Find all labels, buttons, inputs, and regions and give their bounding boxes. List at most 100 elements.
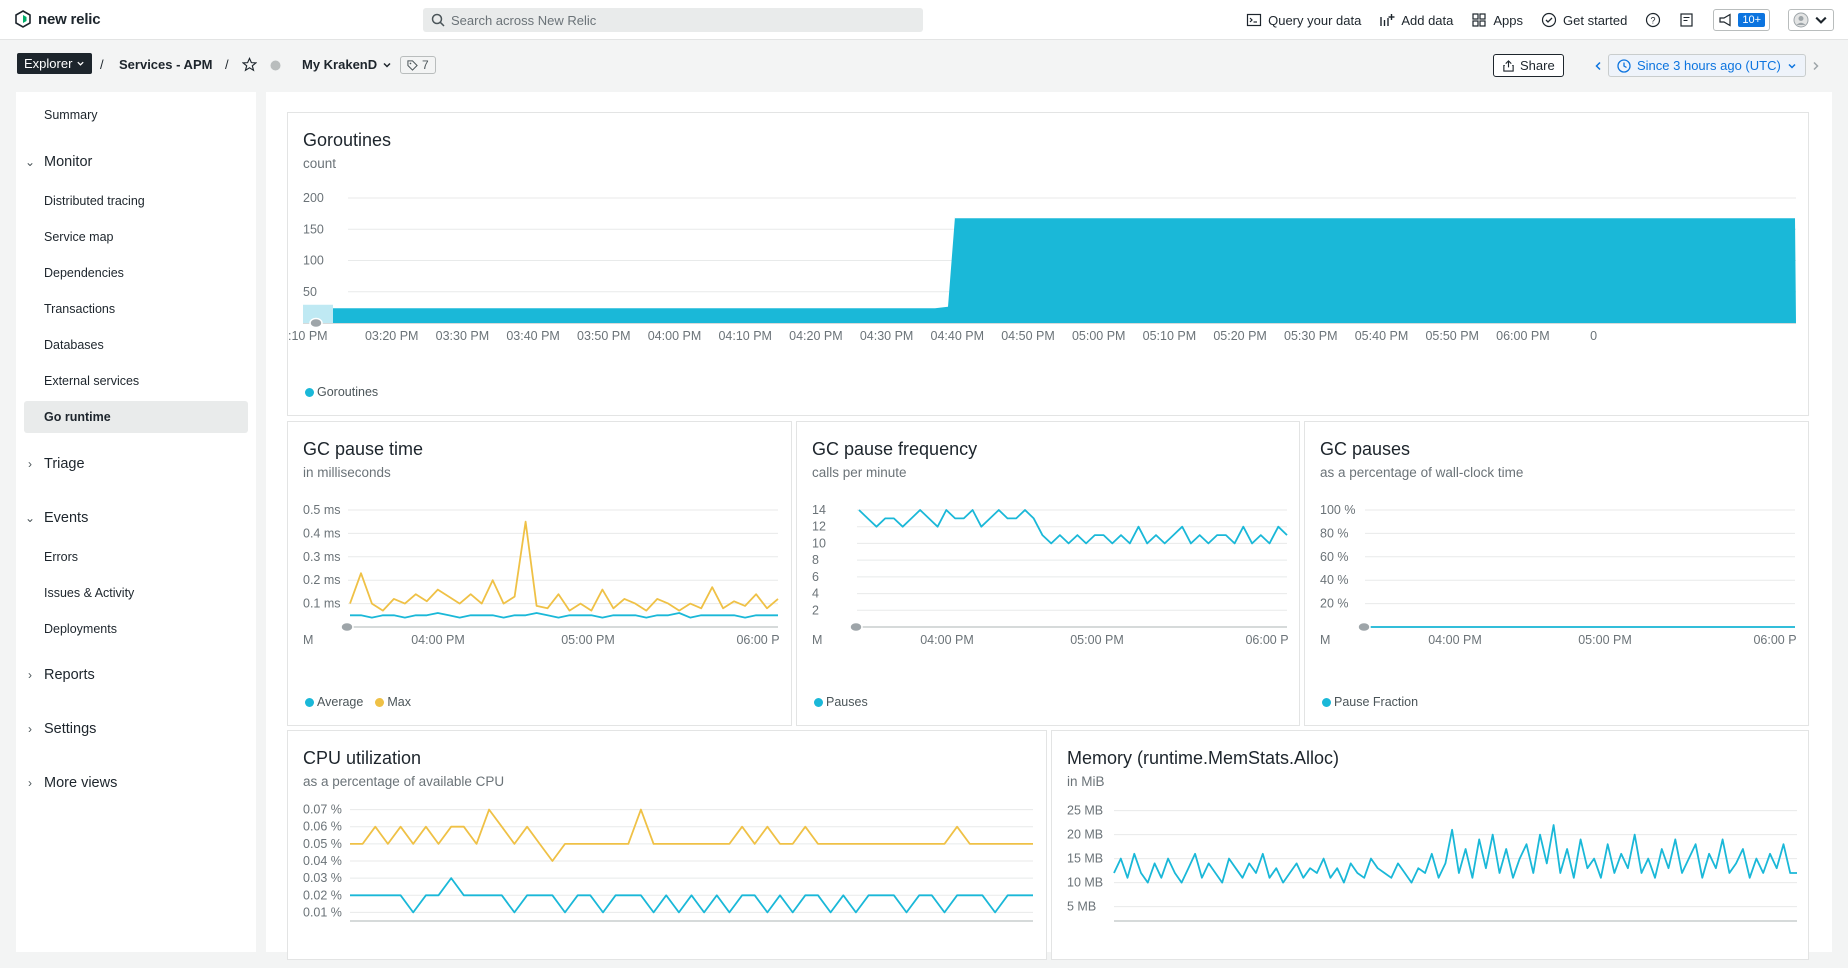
sidebar-item-errors[interactable]: Errors <box>24 542 248 572</box>
sidebar-item-deployments[interactable]: Deployments <box>24 614 248 644</box>
x-tick-label: M <box>812 633 822 647</box>
gc-pause-frequency-chart[interactable]: 14 12 10 8 6 4 2 M 04:00 PM 05:00 PM 06:00 P <box>797 492 1301 697</box>
user-menu-button[interactable] <box>1788 9 1834 31</box>
x-tick-label: 05:00 PM <box>1578 633 1632 647</box>
breadcrumb-separator: / <box>225 57 229 72</box>
legend-swatch <box>814 697 823 707</box>
chart-subtitle: as a percentage of wall-clock time <box>1320 465 1524 480</box>
new-relic-logo[interactable]: new relic <box>14 10 101 28</box>
x-tick-label: 04:30 PM <box>860 329 914 343</box>
y-tick-label: 0.3 ms <box>303 550 341 564</box>
sidebar-item-distributed-tracing[interactable]: Distributed tracing <box>24 186 248 216</box>
goroutines-chart[interactable]: 200 150 100 50:10 PM 03:20 PM 03:30 PM 03:40 P… <box>288 183 1810 388</box>
entity-name-dropdown[interactable]: My KrakenD <box>302 57 392 72</box>
gc-pauses-chart[interactable]: 100 % 80 % 60 % 40 % 20 % M 04:00 PM 05:00 PM 06… <box>1305 492 1810 697</box>
legend-item-pauses[interactable]: Pauses <box>814 695 868 709</box>
x-tick-label: 04:00 PM <box>920 633 974 647</box>
sidebar-item-label: Deployments <box>44 622 117 636</box>
sidebar-group-monitor[interactable]: ⌄ Monitor <box>24 147 248 177</box>
chart-subtitle: in MiB <box>1067 774 1105 789</box>
sidebar-item-service-map[interactable]: Service map <box>24 222 248 252</box>
sidebar-group-settings[interactable]: › Settings <box>24 714 248 744</box>
chart-panel-gc-pause-frequency: GC pause frequency calls per minute 14 12… <box>796 421 1300 726</box>
help-button[interactable]: ? <box>1645 12 1661 28</box>
sidebar-item-label: External services <box>44 374 140 388</box>
get-started-label: Get started <box>1563 12 1628 28</box>
time-range-button[interactable]: Since 3 hours ago (UTC) <box>1608 54 1806 77</box>
y-tick-label: 40 % <box>1320 573 1349 587</box>
sidebar-group-more-views[interactable]: › More views <box>24 768 248 798</box>
cpu-utilization-chart[interactable]: 0.07 % 0.06 % 0.05 % 0.04 % 0.03 % 0.02 % 0.01… <box>288 801 1048 961</box>
legend-item-max[interactable]: Max <box>375 695 411 709</box>
y-tick-label: 50 <box>303 285 317 299</box>
y-tick-label: 0.5 ms <box>303 503 341 517</box>
sidebar-item-label: Service map <box>44 230 114 244</box>
sidebar-item-transactions[interactable]: Transactions <box>24 294 248 324</box>
y-tick-label: 2 <box>812 603 819 617</box>
sidebar-item-go-runtime[interactable]: Go runtime <box>24 401 248 433</box>
y-tick-label: 100 % <box>1320 503 1355 517</box>
sidebar-item-issues-activity[interactable]: Issues & Activity <box>24 578 248 608</box>
chart-subtitle: count <box>303 156 337 171</box>
sidebar-group-events[interactable]: ⌄ Events <box>24 503 248 533</box>
x-tick-label: 06:00 P <box>736 633 779 647</box>
legend-item-pause-fraction[interactable]: Pause Fraction <box>1322 695 1418 709</box>
feedback-button[interactable] <box>1679 12 1695 28</box>
y-tick-label: 15 MB <box>1067 852 1103 866</box>
get-started-button[interactable]: Get started <box>1541 12 1627 28</box>
goroutines-area <box>303 216 1796 323</box>
tag-count: 7 <box>422 58 429 72</box>
x-tick-label: 06:00 P <box>1245 633 1288 647</box>
sidebar-group-triage[interactable]: › Triage <box>24 449 248 479</box>
sidebar-item-dependencies[interactable]: Dependencies <box>24 258 248 288</box>
x-tick-label: 03:40 PM <box>506 329 560 343</box>
y-tick-label: 20 % <box>1320 597 1349 611</box>
sidebar: Summary ⌄ Monitor Distributed tracing Ser… <box>16 92 256 952</box>
clock-icon <box>1617 58 1631 73</box>
chart-subtitle: calls per minute <box>812 465 907 480</box>
terminal-icon <box>1247 13 1262 27</box>
sidebar-group-label: Reports <box>44 667 95 683</box>
legend-item-goroutines[interactable]: Goroutines <box>305 385 378 399</box>
y-tick-label: 0.05 % <box>303 837 342 851</box>
share-button[interactable]: Share <box>1493 54 1564 77</box>
sidebar-group-label: Triage <box>44 456 85 472</box>
sidebar-item-summary[interactable]: Summary <box>24 100 248 130</box>
time-range-label: Since 3 hours ago (UTC) <box>1637 58 1781 73</box>
apps-button[interactable]: Apps <box>1471 12 1523 28</box>
breadcrumb-services-apm[interactable]: Services - APM <box>119 57 213 72</box>
sidebar-group-reports[interactable]: › Reports <box>24 660 248 690</box>
add-data-button[interactable]: Add data <box>1379 12 1453 28</box>
series-line-average <box>350 612 778 619</box>
sidebar-item-label: Dependencies <box>44 266 124 280</box>
y-tick-label: 80 % <box>1320 526 1349 540</box>
x-tick-label: 04:20 PM <box>789 329 843 343</box>
time-prev-button[interactable] <box>1588 54 1608 77</box>
sidebar-item-external-services[interactable]: External services <box>24 366 248 396</box>
x-tick-label: 03:50 PM <box>577 329 631 343</box>
explorer-menu-button[interactable]: Explorer <box>17 53 93 74</box>
sidebar-item-databases[interactable]: Databases <box>24 330 248 360</box>
y-tick-label: 150 <box>303 222 324 236</box>
query-your-data-button[interactable]: Query your data <box>1246 12 1361 28</box>
memory-chart[interactable]: 25 MB 20 MB 15 MB 10 MB 5 MB <box>1052 801 1810 961</box>
legend-item-average[interactable]: Average <box>305 695 363 709</box>
star-favorite-icon[interactable] <box>242 57 257 72</box>
legend-swatch <box>1322 697 1331 707</box>
gc-pause-time-chart[interactable]: 0.5 ms 0.4 ms 0.3 ms 0.2 ms 0.1 ms M 04:00 PM 0… <box>288 492 793 697</box>
global-search-input[interactable]: Search across New Relic <box>423 8 923 32</box>
chart-legend: Average Max <box>305 695 411 709</box>
chevron-right-icon: › <box>28 457 32 471</box>
selection-overlay <box>303 304 333 323</box>
share-label: Share <box>1520 58 1555 73</box>
chart-title: GC pauses <box>1320 439 1411 459</box>
time-next-button[interactable] <box>1806 54 1826 77</box>
y-tick-label: 10 <box>812 536 826 550</box>
y-tick-label: 0.06 % <box>303 820 342 834</box>
sidebar-item-label: Databases <box>44 338 104 352</box>
tag-icon <box>407 59 418 71</box>
chart-subtitle: in milliseconds <box>303 465 391 480</box>
announcements-button[interactable]: 10+ <box>1713 9 1770 31</box>
chevron-down-icon <box>1788 63 1796 69</box>
tags-button[interactable]: 7 <box>400 56 436 74</box>
